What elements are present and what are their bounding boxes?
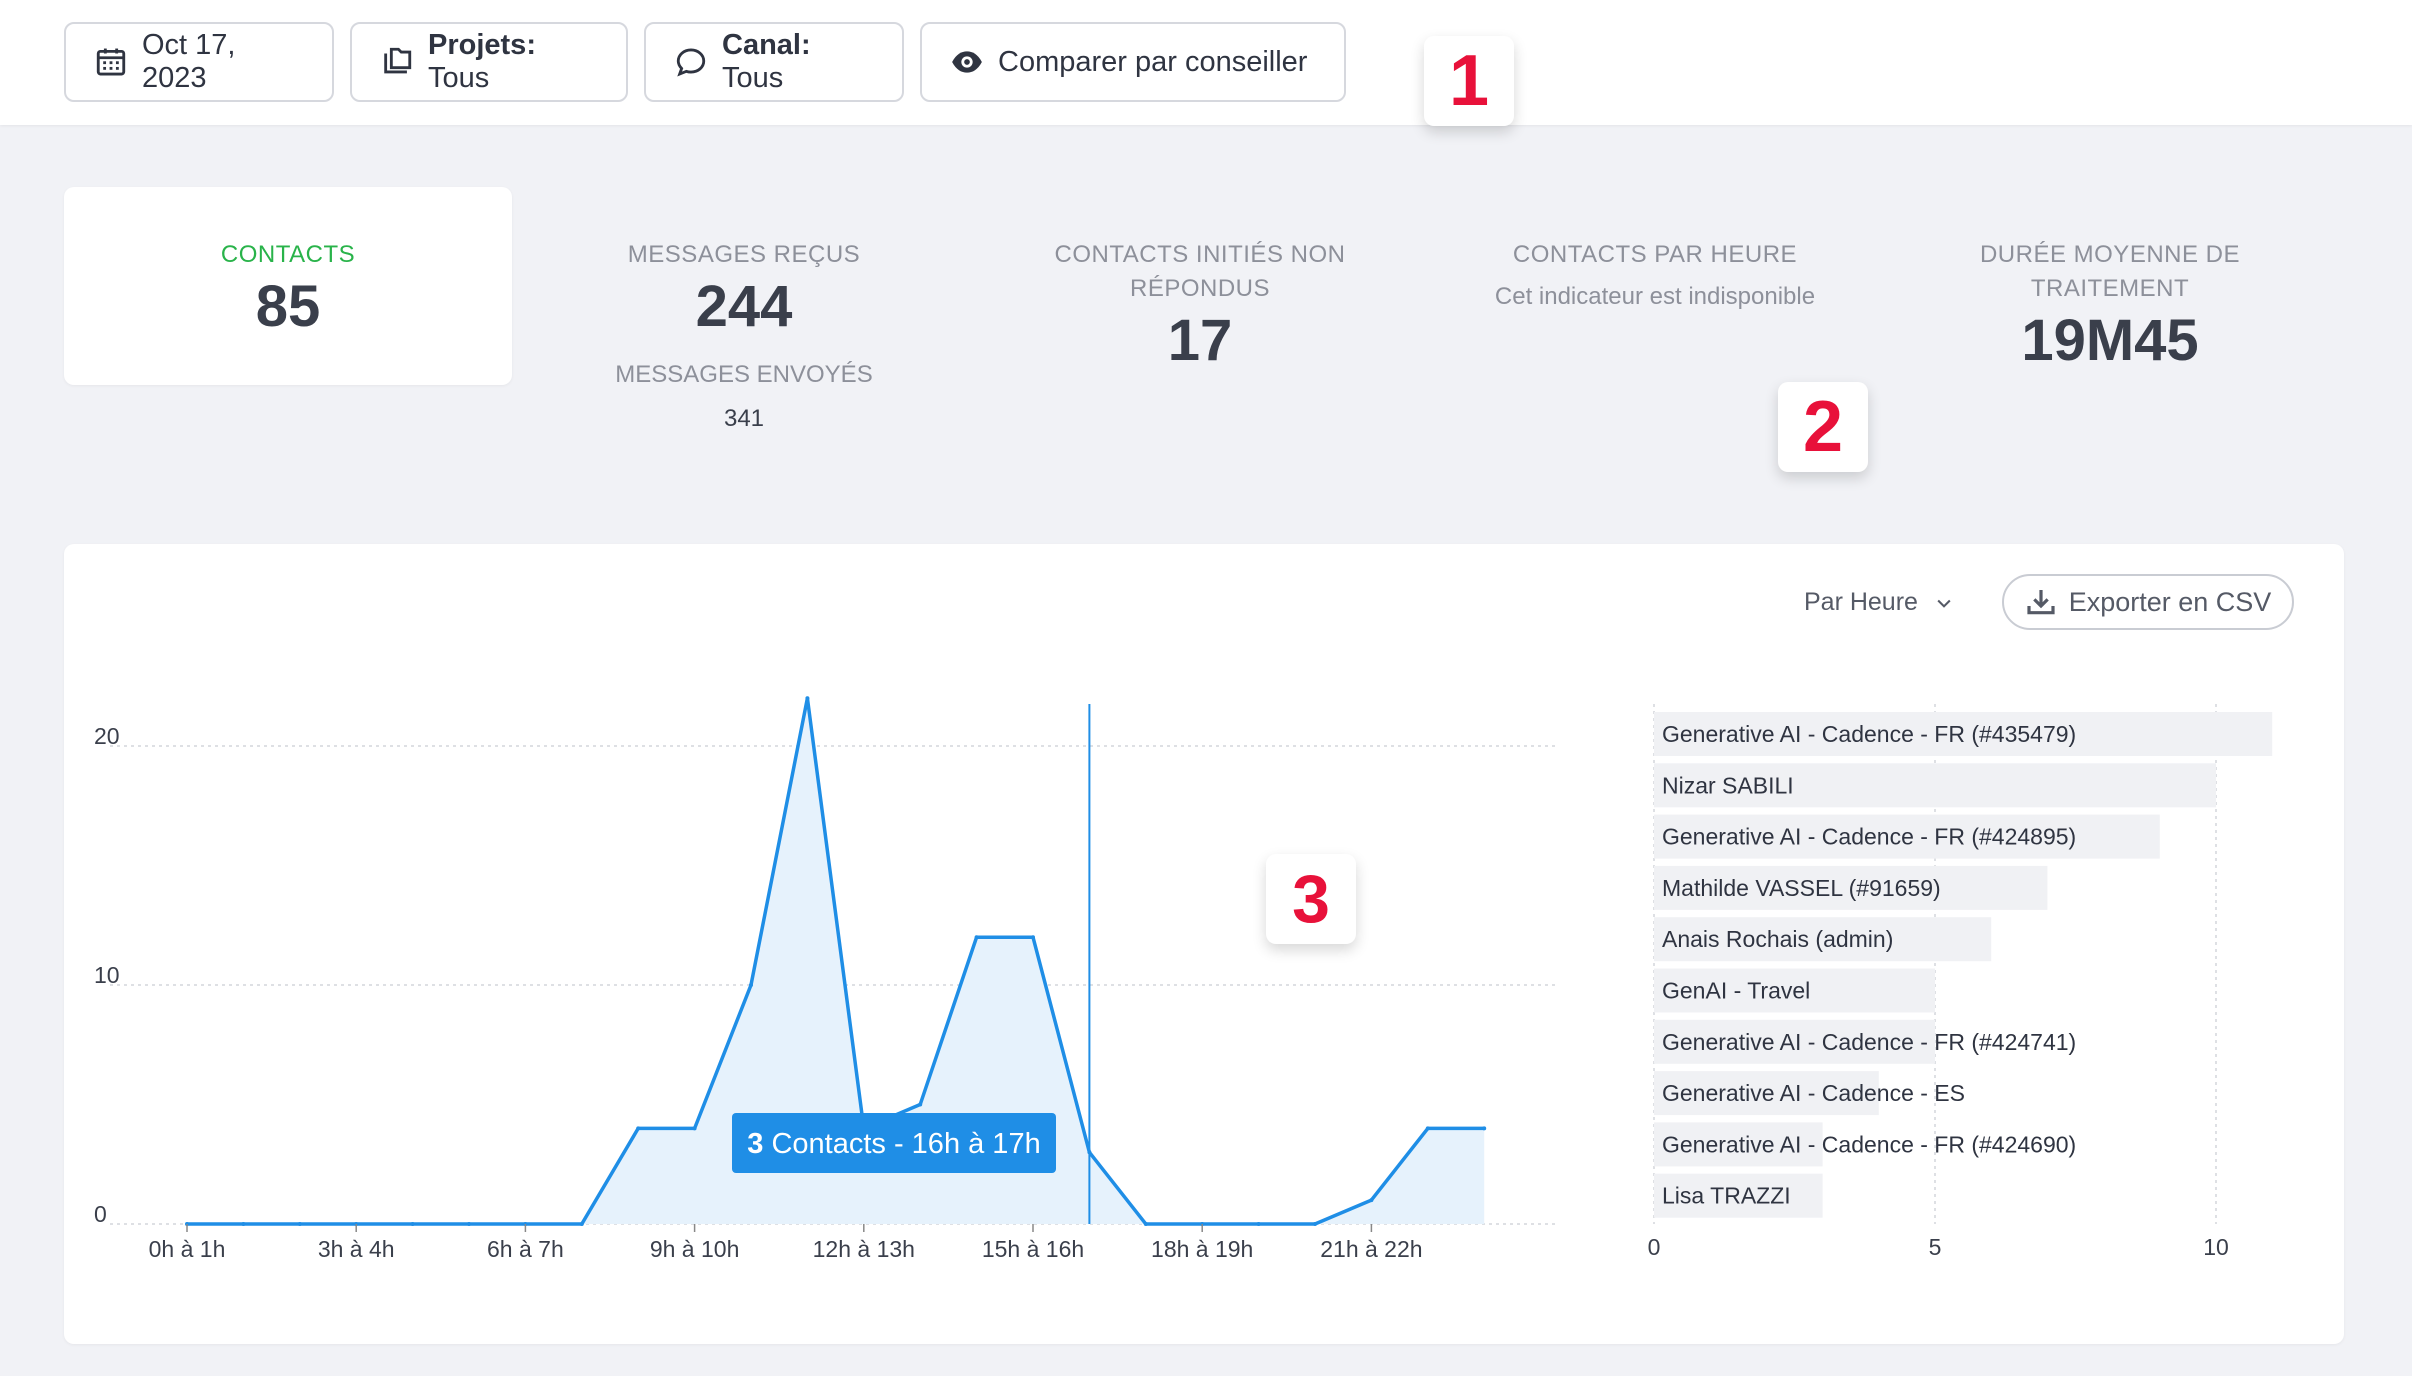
channel-filter-value: Tous xyxy=(722,62,784,94)
chat-bubble-icon xyxy=(676,48,706,77)
chart-panel: Par Heure Exporter en CSV xyxy=(64,544,2344,1344)
granularity-dropdown[interactable]: Par Heure xyxy=(1804,588,1954,617)
export-csv-label: Exporter en CSV xyxy=(2068,586,2272,617)
export-csv-button[interactable]: Exporter en CSV xyxy=(2002,574,2294,630)
messages-received-label: MESSAGES REÇUS xyxy=(627,241,861,268)
channel-filter-button[interactable]: Canal: Tous xyxy=(644,22,904,102)
avg-duration-label-line2: TRAITEMENT xyxy=(2030,275,2190,302)
projects-filter-value: Tous xyxy=(428,62,490,94)
compare-by-advisor-button[interactable]: Comparer par conseiller xyxy=(920,22,1346,102)
unanswered-label-line2: RÉPONDUS xyxy=(1129,275,1271,302)
channel-filter-label: Canal: xyxy=(722,29,811,61)
unanswered-value: 17 xyxy=(1167,308,1233,373)
contacts-label: CONTACTS xyxy=(220,241,356,268)
filter-bar: Oct 17, 2023 Projets: Tous Canal: Tous C… xyxy=(0,0,2412,125)
compare-label: Comparer par conseiller xyxy=(998,45,1308,78)
avg-duration-value: 19M45 xyxy=(2021,308,2199,373)
contacts-value: 85 xyxy=(255,274,321,339)
annotation-badge-1: 1 xyxy=(1424,36,1514,126)
date-value: Oct 17, 2023 xyxy=(142,29,236,94)
messages-sent-value: 341 xyxy=(723,405,765,432)
projects-filter-button[interactable]: Projets: Tous xyxy=(350,22,628,102)
chevron-down-icon xyxy=(1937,599,1951,608)
eye-icon xyxy=(952,51,982,73)
avg-duration-kpi: DURÉE MOYENNE DE TRAITEMENT 19M45 xyxy=(1940,238,2280,376)
messages-kpi: MESSAGES REÇUS 244 MESSAGES ENVOYÉS 341 xyxy=(560,238,928,436)
annotation-badge-2: 2 xyxy=(1778,382,1868,472)
contacts-kpi: CONTACTS 85 xyxy=(64,238,512,342)
download-icon xyxy=(2027,590,2055,615)
projects-icon xyxy=(384,47,412,74)
projects-filter-text: Projets: Tous xyxy=(428,29,598,95)
contacts-kpi-card xyxy=(64,187,512,385)
projects-filter-label: Projets: xyxy=(428,29,536,61)
messages-sent-label: MESSAGES ENVOYÉS xyxy=(615,361,873,388)
granularity-value: Par Heure xyxy=(1804,588,1918,616)
unanswered-kpi: CONTACTS INITIÉS NON RÉPONDUS 17 xyxy=(1030,238,1370,376)
date-picker-button[interactable]: Oct 17, 2023 xyxy=(64,22,334,102)
per-hour-kpi: CONTACTS PAR HEURE Cet indicateur est in… xyxy=(1450,238,1860,314)
per-hour-note: Cet indicateur est indisponible xyxy=(1494,283,1816,310)
messages-received-value: 244 xyxy=(695,274,793,339)
calendar-icon xyxy=(96,48,126,76)
per-hour-label: CONTACTS PAR HEURE xyxy=(1512,241,1798,268)
channel-filter-text: Canal: Tous xyxy=(722,29,874,95)
avg-duration-label-line1: DURÉE MOYENNE DE xyxy=(1979,241,2241,268)
unanswered-label-line1: CONTACTS INITIÉS NON xyxy=(1054,241,1346,268)
annotation-badge-3: 3 xyxy=(1266,854,1356,944)
